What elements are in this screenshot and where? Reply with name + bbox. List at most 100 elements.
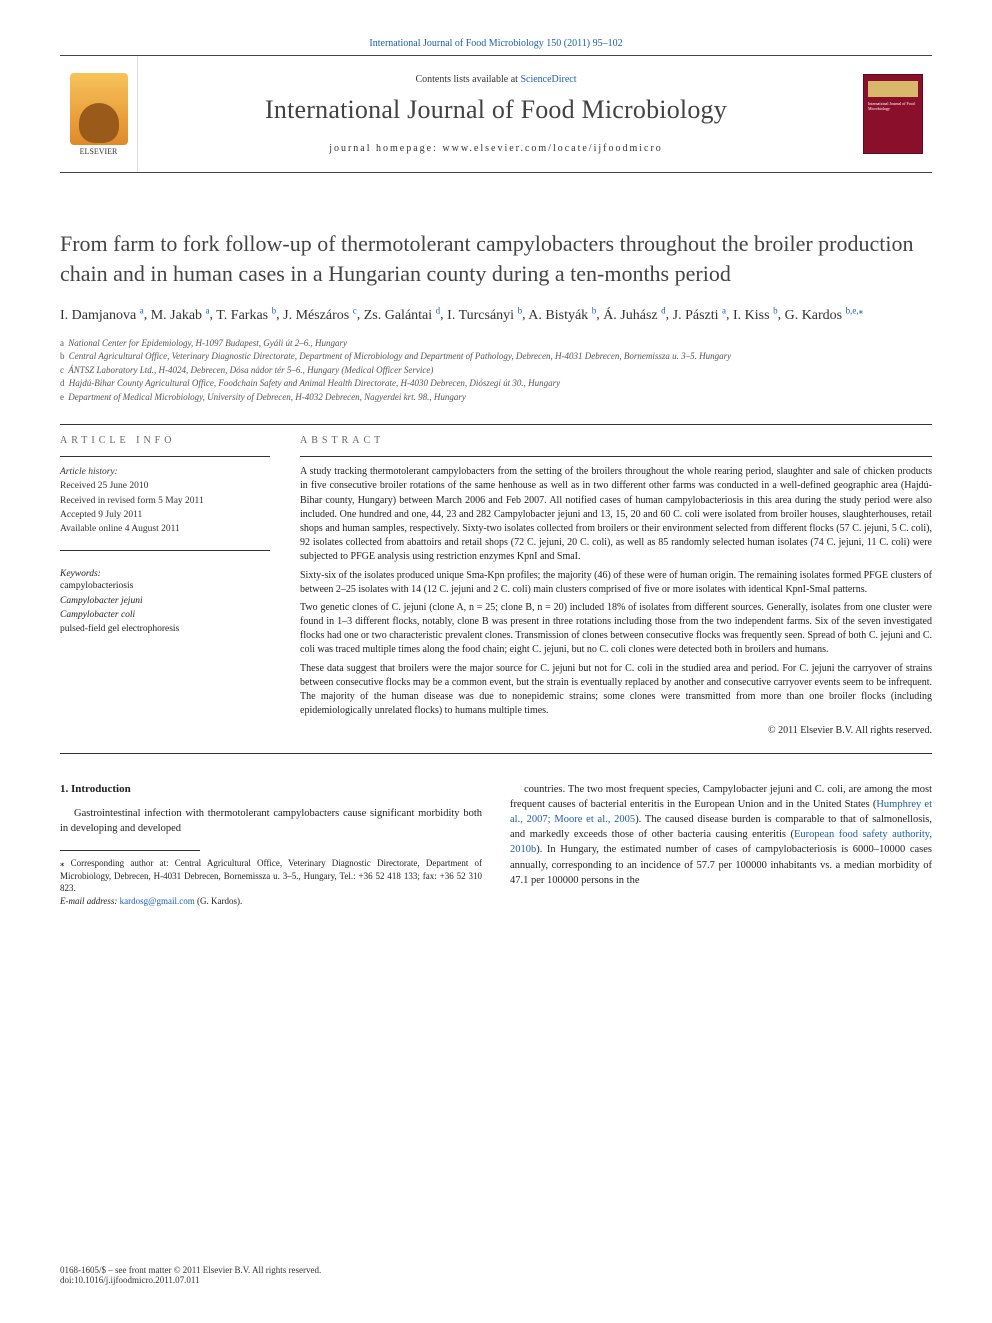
- journal-citation: International Journal of Food Microbiolo…: [60, 38, 932, 49]
- history-head: Article history:: [60, 467, 118, 477]
- author: J. Mészáros c: [283, 308, 357, 323]
- author: M. Jakab a: [151, 308, 210, 323]
- affiliation: b Central Agricultural Office, Veterinar…: [60, 350, 932, 364]
- sub-rule: [60, 550, 270, 551]
- horizontal-rule: [60, 753, 932, 754]
- elsevier-tree-icon: [70, 73, 128, 145]
- affiliation: c ÁNTSZ Laboratory Ltd., H-4024, Debrece…: [60, 364, 932, 378]
- author: I. Damjanova a: [60, 308, 144, 323]
- abstract-column: ABSTRACT A study tracking thermotolerant…: [300, 435, 932, 738]
- aff-mark: d: [436, 305, 441, 315]
- footnote-separator: [60, 850, 200, 851]
- abstract-p1: A study tracking thermotolerant campylob…: [300, 465, 932, 564]
- author: A. Bistyák b: [528, 308, 596, 323]
- authors-line: I. Damjanova a, M. Jakab a, T. Farkas b,…: [60, 304, 932, 326]
- corresponding-author-footnote: ⁎ Corresponding author at: Central Agric…: [60, 857, 482, 907]
- info-abstract-row: ARTICLE INFO Article history: Received 2…: [60, 435, 932, 738]
- abstract-head: ABSTRACT: [300, 435, 932, 446]
- author-name: J. Pászti: [673, 308, 719, 323]
- aff-mark: d: [661, 305, 666, 315]
- abstract-body: A study tracking thermotolerant campylob…: [300, 465, 932, 738]
- author-name: Á. Juhász: [603, 308, 657, 323]
- intro-text: ). In Hungary, the estimated number of c…: [510, 844, 932, 885]
- keyword: campylobacteriosis: [60, 579, 270, 593]
- horizontal-rule: [60, 424, 932, 425]
- sub-rule: [60, 456, 270, 457]
- author: G. Kardos b,e,⁎: [785, 308, 864, 323]
- email-who: (G. Kardos).: [195, 896, 243, 906]
- keyword: Campylobacter jejuni: [60, 594, 270, 608]
- intro-paragraph: Gastrointestinal infection with thermoto…: [60, 806, 482, 836]
- article-info-column: ARTICLE INFO Article history: Received 2…: [60, 435, 270, 738]
- contents-available-line: Contents lists available at ScienceDirec…: [415, 74, 576, 85]
- abstract-p4: These data suggest that broilers were th…: [300, 662, 932, 719]
- revised-date: Received in revised form 5 May 2011: [60, 494, 270, 508]
- abstract-p3: Two genetic clones of C. jejuni (clone A…: [300, 601, 932, 658]
- article-history: Article history: Received 25 June 2010 R…: [60, 465, 270, 536]
- abstract-p2: Sixty-six of the isolates produced uniqu…: [300, 569, 932, 597]
- affiliation-text: ÁNTSZ Laboratory Ltd., H-4024, Debrecen,…: [68, 365, 433, 375]
- affiliation-text: Central Agricultural Office, Veterinary …: [69, 351, 731, 361]
- author-name: I. Kiss: [733, 308, 770, 323]
- affiliation: e Department of Medical Microbiology, Un…: [60, 391, 932, 405]
- author: Á. Juhász d: [603, 308, 665, 323]
- journal-title: International Journal of Food Microbiolo…: [265, 95, 727, 125]
- affiliation-text: Hajdú-Bihar County Agricultural Office, …: [69, 378, 560, 388]
- aff-mark: b,e,⁎: [846, 305, 864, 315]
- aff-mark: b: [592, 305, 597, 315]
- affiliation: a National Center for Epidemiology, H-10…: [60, 337, 932, 351]
- intro-text: countries. The two most frequent species…: [510, 784, 932, 810]
- affiliation-text: Department of Medical Microbiology, Univ…: [68, 392, 466, 402]
- sub-rule: [300, 456, 932, 457]
- accepted-date: Accepted 9 July 2011: [60, 508, 270, 522]
- author: T. Farkas b: [216, 308, 276, 323]
- publisher-name: ELSEVIER: [70, 147, 128, 156]
- aff-mark: c: [353, 305, 357, 315]
- page-footer: 0168-1605/$ – see front matter © 2011 El…: [60, 1265, 932, 1285]
- doi-line: doi:10.1016/j.ijfoodmicro.2011.07.011: [60, 1275, 932, 1285]
- author-name: I. Turcsányi: [447, 308, 514, 323]
- journal-masthead: ELSEVIER Contents lists available at Sci…: [60, 55, 932, 173]
- keywords-head: Keywords:: [60, 569, 270, 579]
- author-name: I. Damjanova: [60, 308, 136, 323]
- article-info-head: ARTICLE INFO: [60, 435, 270, 446]
- aff-mark: a: [722, 305, 726, 315]
- aff-mark: b: [773, 305, 778, 315]
- journal-cover-thumb: International Journal of Food Microbiolo…: [854, 56, 932, 172]
- author-name: Zs. Galántai: [364, 308, 432, 323]
- keyword: Campylobacter coli: [60, 608, 270, 622]
- online-date: Available online 4 August 2011: [60, 522, 270, 536]
- aff-mark: a: [140, 305, 144, 315]
- contents-prefix: Contents lists available at: [415, 74, 520, 85]
- masthead-center: Contents lists available at ScienceDirec…: [138, 56, 854, 172]
- body-columns: 1. Introduction Gastrointestinal infecti…: [60, 782, 932, 908]
- author: I. Kiss b: [733, 308, 778, 323]
- aff-mark: b: [518, 305, 523, 315]
- aff-mark: a: [206, 305, 210, 315]
- abstract-copyright: © 2011 Elsevier B.V. All rights reserved…: [300, 724, 932, 738]
- publisher-logo: ELSEVIER: [60, 56, 138, 172]
- received-date: Received 25 June 2010: [60, 479, 270, 493]
- introduction-heading: 1. Introduction: [60, 782, 482, 798]
- intro-paragraph-cont: countries. The two most frequent species…: [510, 782, 932, 889]
- corresponding-email-link[interactable]: kardosg@gmail.com: [120, 896, 195, 906]
- journal-cover-image: International Journal of Food Microbiolo…: [863, 74, 923, 154]
- affiliation: d Hajdú-Bihar County Agricultural Office…: [60, 377, 932, 391]
- journal-homepage-line: journal homepage: www.elsevier.com/locat…: [329, 143, 663, 154]
- affiliation-text: National Center for Epidemiology, H-1097…: [68, 338, 347, 348]
- author-name: G. Kardos: [785, 308, 843, 323]
- corr-author-text: ⁎ Corresponding author at: Central Agric…: [60, 857, 482, 895]
- author: I. Turcsányi b: [447, 308, 522, 323]
- article-title: From farm to fork follow-up of thermotol…: [60, 229, 932, 288]
- keywords-list: campylobacteriosis Campylobacter jejuni …: [60, 579, 270, 636]
- sciencedirect-link[interactable]: ScienceDirect: [520, 74, 576, 85]
- affiliations-block: a National Center for Epidemiology, H-10…: [60, 337, 932, 405]
- author-name: J. Mészáros: [283, 308, 349, 323]
- email-line: E-mail address: kardosg@gmail.com (G. Ka…: [60, 895, 482, 908]
- author: J. Pászti a: [673, 308, 726, 323]
- author-name: T. Farkas: [216, 308, 268, 323]
- keyword: pulsed-field gel electrophoresis: [60, 622, 270, 636]
- cover-text: International Journal of Food Microbiolo…: [868, 101, 918, 111]
- email-label: E-mail address:: [60, 896, 120, 906]
- author-name: A. Bistyák: [528, 308, 588, 323]
